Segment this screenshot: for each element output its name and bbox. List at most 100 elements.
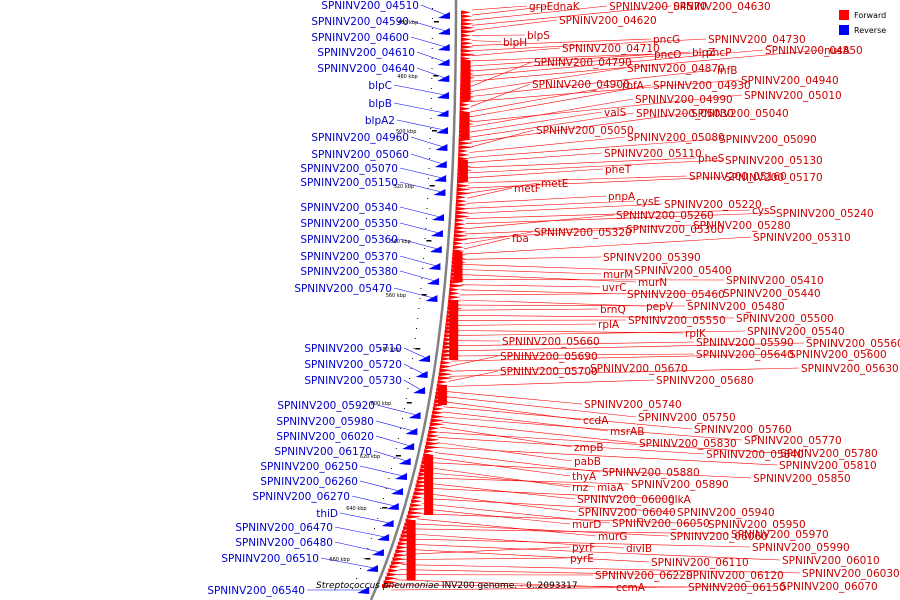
forward-gene-label: SPNINV200_05080	[627, 132, 725, 144]
forward-gene-label: blpZ	[692, 47, 715, 59]
scale-dot	[431, 88, 433, 89]
forward-gene-label: pheS	[698, 153, 725, 165]
forward-gene-label: SPNINV200_05600	[789, 349, 887, 361]
forward-gene-label: cysE	[636, 196, 660, 208]
forward-connector-line	[471, 53, 653, 62]
forward-gene-arrow	[460, 56, 471, 61]
reverse-gene-label: SPNINV200_05060	[311, 149, 409, 161]
forward-gene-label: SPNINV200_04850	[765, 45, 863, 57]
forward-gene-arrow	[395, 549, 408, 554]
forward-gene-arrow	[391, 561, 407, 565]
scale-dot	[370, 538, 372, 539]
forward-gene-label: uvrC	[602, 282, 627, 294]
forward-connector-line	[440, 426, 573, 448]
forward-gene-label: SPNINV200_05170	[725, 172, 823, 184]
legend-forward-swatch	[839, 10, 849, 20]
forward-gene-label: murD	[572, 519, 601, 531]
forward-gene-arrow	[414, 487, 429, 492]
forward-gene-arrow	[412, 495, 423, 500]
reverse-gene-arrow	[431, 214, 444, 221]
scale-tick-mark	[395, 455, 401, 457]
forward-connector-line	[471, 61, 533, 87]
forward-gene-arrow	[425, 441, 440, 446]
forward-connector-line	[471, 19, 558, 31]
forward-gene-arrow	[409, 507, 422, 512]
forward-gene-label: SPNINV200_05750	[638, 412, 736, 424]
forward-gene-label: SPNINV200_04900	[532, 79, 630, 91]
scale-tick-mark	[429, 185, 435, 187]
forward-connector-line	[403, 557, 569, 560]
forward-connector-line	[416, 518, 597, 537]
forward-gene-label: SPNINV200_05590	[696, 337, 794, 349]
scale-dot	[383, 498, 385, 499]
forward-gene-label: SPNINV200_05500	[736, 313, 834, 325]
forward-gene-label: infB	[717, 65, 737, 77]
forward-connector-line	[437, 437, 705, 455]
forward-connector-line	[470, 98, 634, 128]
scale-dot	[431, 68, 433, 69]
forward-gene-label: divIB	[626, 543, 652, 555]
forward-gene-label: SPNINV200_04990	[635, 94, 733, 106]
scale-dot	[422, 268, 424, 269]
scale-dot	[356, 578, 358, 579]
forward-connector-line	[469, 112, 635, 138]
reverse-gene-label: SPNINV200_05730	[304, 375, 402, 387]
reverse-connector-line	[376, 404, 417, 416]
forward-connector-line	[458, 304, 686, 307]
forward-connector-line	[467, 175, 688, 184]
forward-connector-line	[470, 79, 740, 102]
reverse-gene-label: SPNINV200_04640	[317, 63, 415, 75]
forward-gene-label: SPNINV200_06010	[782, 555, 880, 567]
forward-gene-label: SPNINV200_05400	[634, 265, 732, 277]
reverse-connector-line	[399, 206, 441, 218]
forward-gene-label: SPNINV200_04570	[609, 1, 707, 13]
forward-gene-label: SPNINV200_04870	[627, 63, 725, 75]
reverse-gene-label: SPNINV200_05340	[300, 202, 398, 214]
forward-gene-arrow	[458, 149, 469, 153]
forward-gene-arrow	[432, 410, 445, 415]
scale-tick-label: 560 kbp	[386, 293, 406, 299]
forward-gene-arrow	[455, 206, 469, 211]
scale-dot	[374, 528, 375, 529]
reverse-gene-label: SPNINV200_04960	[311, 132, 409, 144]
forward-gene-label: SPNINV200_05830	[639, 438, 737, 450]
scale-dot	[410, 368, 412, 369]
forward-gene-arrow	[385, 576, 399, 581]
forward-connector-line	[470, 67, 626, 92]
reverse-gene-arrow	[433, 189, 446, 196]
reverse-connector-line	[399, 270, 436, 282]
scale-dot	[427, 198, 429, 199]
forward-gene-label: SPNINV200_05160	[689, 171, 787, 183]
scale-dot	[395, 448, 397, 449]
forward-gene-arrow	[417, 476, 429, 481]
reverse-gene-arrow	[357, 587, 370, 594]
forward-gene-label: murM	[603, 269, 633, 281]
forward-gene-arrow	[406, 514, 422, 519]
reverse-gene-arrow	[437, 59, 450, 66]
reverse-connector-line	[410, 36, 446, 48]
reverse-connector-line	[410, 136, 444, 148]
reverse-gene-label: SPNINV200_05150	[300, 177, 398, 189]
forward-gene-block	[453, 252, 463, 282]
forward-gene-arrow	[418, 472, 429, 477]
scale-tick-label: 500 kbp	[396, 129, 416, 135]
forward-gene-arrow	[444, 333, 455, 338]
forward-connector-line	[447, 379, 655, 387]
forward-connector-line	[464, 224, 692, 235]
reverse-gene-arrow	[437, 12, 450, 19]
forward-gene-arrow	[413, 491, 429, 496]
reverse-connector-line	[396, 119, 445, 131]
forward-gene-label: SPNINV200_06220	[595, 570, 693, 582]
reverse-gene-arrow	[434, 175, 447, 182]
forward-strand-features	[382, 10, 476, 588]
forward-gene-label: SPNINV200_04940	[741, 75, 839, 87]
scale-dot	[430, 118, 432, 119]
forward-connector-line	[444, 406, 693, 430]
forward-connector-line	[470, 84, 621, 113]
reverse-gene-arrow	[430, 230, 443, 237]
reverse-gene-label: SPNINV200_06260	[260, 476, 358, 488]
forward-connector-line	[442, 416, 743, 441]
forward-connector-line	[432, 462, 752, 479]
forward-gene-label: ccdA	[583, 415, 609, 427]
forward-connector-line	[466, 203, 663, 214]
